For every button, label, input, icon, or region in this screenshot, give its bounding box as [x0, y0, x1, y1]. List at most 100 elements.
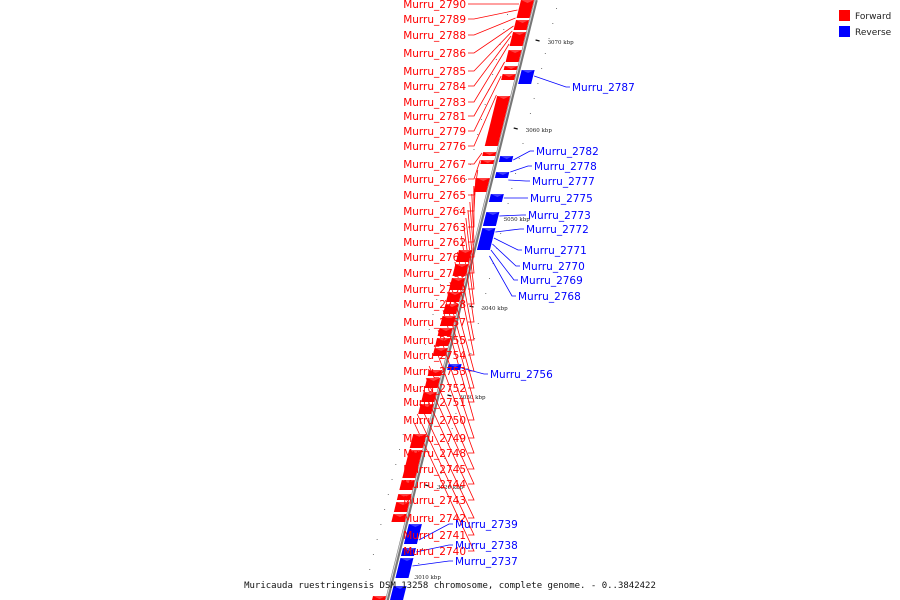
reverse-gene-feature[interactable] [400, 548, 416, 556]
reverse-gene-label[interactable]: Murru_2737 [455, 556, 518, 568]
reverse-gene-label[interactable]: Murru_2787 [572, 82, 635, 94]
forward-gene-feature[interactable] [372, 596, 387, 600]
forward-gene-feature[interactable] [503, 66, 518, 70]
forward-gene-feature[interactable] [513, 20, 530, 30]
forward-gene-feature[interactable] [437, 328, 453, 336]
forward-gene-label[interactable]: Murru_2763 [403, 222, 466, 234]
forward-gene-label[interactable]: Murru_2767 [403, 159, 466, 171]
minor-tick [413, 389, 415, 390]
forward-gene-label[interactable]: Murru_2760 [403, 268, 466, 280]
forward-gene-label[interactable]: Murru_2788 [403, 30, 466, 42]
forward-gene-feature[interactable] [505, 50, 522, 62]
forward-gene-label[interactable]: Murru_2761 [403, 252, 466, 264]
reverse-gene-label[interactable]: Murru_2773 [528, 210, 591, 222]
forward-gene-label[interactable]: Murru_2748 [403, 448, 466, 460]
reverse-gene-label[interactable]: Murru_2777 [532, 176, 595, 188]
forward-gene-label[interactable]: Murru_2742 [403, 513, 466, 525]
forward-gene-feature[interactable] [446, 292, 462, 302]
forward-gene-feature[interactable] [473, 178, 490, 192]
reverse-leader-line [490, 249, 518, 281]
forward-gene-label[interactable]: Murru_2740 [403, 546, 466, 558]
forward-gene-label[interactable]: Murru_2789 [403, 14, 466, 26]
forward-gene-label[interactable]: Murru_2750 [403, 415, 466, 427]
reverse-gene-label[interactable]: Murru_2771 [524, 245, 587, 257]
forward-gene-label[interactable]: Murru_2755 [403, 335, 466, 347]
forward-gene-feature[interactable] [452, 264, 469, 276]
minor-tick [477, 134, 479, 135]
forward-gene-feature[interactable] [516, 0, 534, 18]
forward-gene-label[interactable]: Murru_2779 [403, 126, 466, 138]
forward-gene-feature[interactable] [396, 494, 412, 500]
forward-gene-feature[interactable] [391, 514, 407, 522]
forward-gene-label[interactable]: Murru_2781 [403, 111, 466, 123]
forward-gene-label[interactable]: Murru_2764 [403, 206, 466, 218]
forward-gene-label[interactable]: Murru_2785 [403, 66, 466, 78]
forward-gene-label[interactable]: Murru_2790 [403, 0, 466, 11]
forward-gene-feature[interactable] [440, 316, 456, 326]
forward-gene-feature[interactable] [402, 450, 423, 478]
reverse-gene-feature[interactable] [494, 172, 510, 178]
forward-gene-feature[interactable] [435, 338, 451, 346]
forward-gene-feature[interactable] [480, 160, 495, 164]
forward-gene-label[interactable]: Murru_2758 [403, 299, 466, 311]
forward-gene-feature[interactable] [448, 278, 465, 290]
reverse-gene-label[interactable]: Murru_2768 [518, 291, 581, 303]
forward-gene-feature[interactable] [418, 404, 434, 414]
reverse-gene-label[interactable]: Murru_2770 [522, 261, 585, 273]
reverse-gene-feature[interactable] [395, 558, 414, 578]
forward-gene-feature[interactable] [393, 502, 410, 512]
reverse-gene-label[interactable]: Murru_2756 [490, 369, 553, 381]
forward-gene-label[interactable]: Murru_2786 [403, 48, 466, 60]
minor-tick [391, 479, 393, 480]
reverse-gene-label[interactable]: Murru_2738 [455, 540, 518, 552]
forward-gene-label[interactable]: Murru_2743 [403, 495, 466, 507]
minor-tick [488, 278, 490, 279]
forward-gene-feature[interactable] [455, 250, 472, 262]
reverse-gene-label[interactable]: Murru_2772 [526, 224, 589, 236]
reverse-gene-feature[interactable] [482, 212, 500, 226]
reverse-gene-label[interactable]: Murru_2775 [530, 193, 593, 205]
reverse-gene-label[interactable]: Murru_2782 [536, 146, 599, 158]
reverse-gene-feature[interactable] [518, 70, 535, 84]
forward-leader-line [468, 61, 505, 117]
forward-gene-feature[interactable] [427, 370, 443, 376]
forward-gene-label[interactable]: Murru_2751 [403, 397, 466, 409]
minor-tick [448, 443, 450, 444]
forward-gene-label[interactable]: Murru_2784 [403, 81, 466, 93]
reverse-gene-feature[interactable] [390, 586, 407, 600]
forward-gene-feature[interactable] [482, 152, 497, 156]
reverse-gene-label[interactable]: Murru_2778 [534, 161, 597, 173]
forward-gene-feature[interactable] [509, 32, 527, 46]
forward-gene-feature[interactable] [424, 378, 441, 388]
reverse-gene-feature[interactable] [498, 156, 514, 162]
forward-gene-label[interactable]: Murru_2744 [403, 479, 466, 491]
reverse-gene-label[interactable]: Murru_2769 [520, 275, 583, 287]
forward-gene-label[interactable]: Murru_2753 [403, 366, 466, 378]
reverse-gene-feature[interactable] [476, 228, 496, 250]
forward-gene-label[interactable]: Murru_2776 [403, 141, 466, 153]
forward-gene-feature[interactable] [443, 304, 459, 314]
reverse-gene-feature[interactable] [447, 364, 462, 370]
forward-gene-label[interactable]: Murru_2745 [403, 464, 466, 476]
forward-gene-feature[interactable] [399, 480, 415, 490]
forward-gene-label[interactable]: Murru_2783 [403, 97, 466, 109]
forward-gene-label[interactable]: Murru_2754 [403, 350, 466, 362]
reverse-gene-feature[interactable] [488, 194, 504, 202]
forward-gene-label[interactable]: Murru_2762 [403, 237, 466, 249]
forward-gene-label[interactable]: Murru_2759 [403, 284, 466, 296]
forward-gene-feature[interactable] [432, 348, 448, 356]
forward-gene-label[interactable]: Murru_2766 [403, 174, 466, 186]
forward-gene-feature[interactable] [409, 434, 427, 448]
forward-gene-feature[interactable] [421, 392, 437, 402]
reverse-gene-feature[interactable] [403, 524, 422, 544]
forward-gene-feature[interactable] [501, 74, 516, 80]
reverse-leader-line [418, 523, 453, 541]
forward-gene-label[interactable]: Murru_2765 [403, 190, 466, 202]
forward-gene-label[interactable]: Murru_2752 [403, 383, 466, 395]
forward-gene-label[interactable]: Murru_2741 [403, 530, 466, 542]
forward-gene-label[interactable]: Murru_2749 [403, 433, 466, 445]
forward-gene-feature[interactable] [484, 96, 511, 146]
forward-gene-label[interactable]: Murru_2757 [403, 317, 466, 329]
reverse-gene-label[interactable]: Murru_2739 [455, 519, 518, 531]
minor-tick [436, 488, 438, 489]
